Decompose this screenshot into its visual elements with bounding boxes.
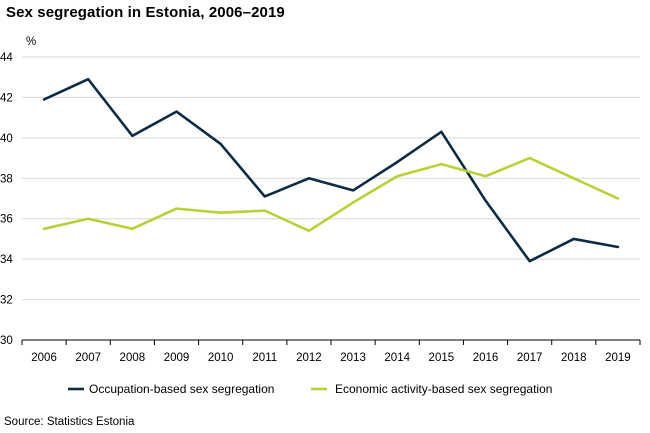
y-tick-label: 32 [0,295,13,307]
y-tick-label: 38 [0,173,13,185]
y-tick-label: 36 [0,214,13,226]
x-tick-label: 2007 [75,352,101,364]
y-tick-label: 42 [0,92,13,104]
axis-layer: 30 32 34 36 38 40 42 44% 2006 2007 2008 2009 2010 201… [0,36,641,364]
x-tick-label: 2019 [605,352,631,364]
y-tick-label: 40 [0,133,13,145]
legend-label: Occupation-based sex segregation [89,382,274,396]
legend-label: Economic activity-based sex segregation [335,382,552,396]
y-tick-label: 44 [0,52,13,64]
x-tick-label: 2012 [296,352,322,364]
x-tick-label: 2017 [517,352,543,364]
x-tick-label: 2013 [340,352,366,364]
chart-title: Sex segregation in Estonia, 2006–2019 [6,4,285,21]
x-tick-label: 2018 [561,352,587,364]
series-line-economic-activity [42,156,620,233]
series-layer [42,77,620,263]
x-tick-label: 2016 [473,352,499,364]
x-tick-label: 2009 [164,352,190,364]
x-tick-label: 2011 [252,352,277,364]
y-unit-label: % [26,36,36,48]
x-tick-label: 2014 [384,352,410,364]
x-tick-label: 2015 [429,352,455,364]
y-tick-label: 30 [0,335,13,347]
x-tick-label: 2006 [31,352,57,364]
x-tick-label: 2010 [208,352,234,364]
grid-layer [22,56,640,301]
source-note: Source: Statistics Estonia [4,416,135,428]
y-tick-label: 34 [0,254,13,266]
series-line-occupation [42,77,620,263]
x-tick-label: 2008 [120,352,146,364]
legend: Occupation-based sex segregation Economic… [68,382,552,396]
